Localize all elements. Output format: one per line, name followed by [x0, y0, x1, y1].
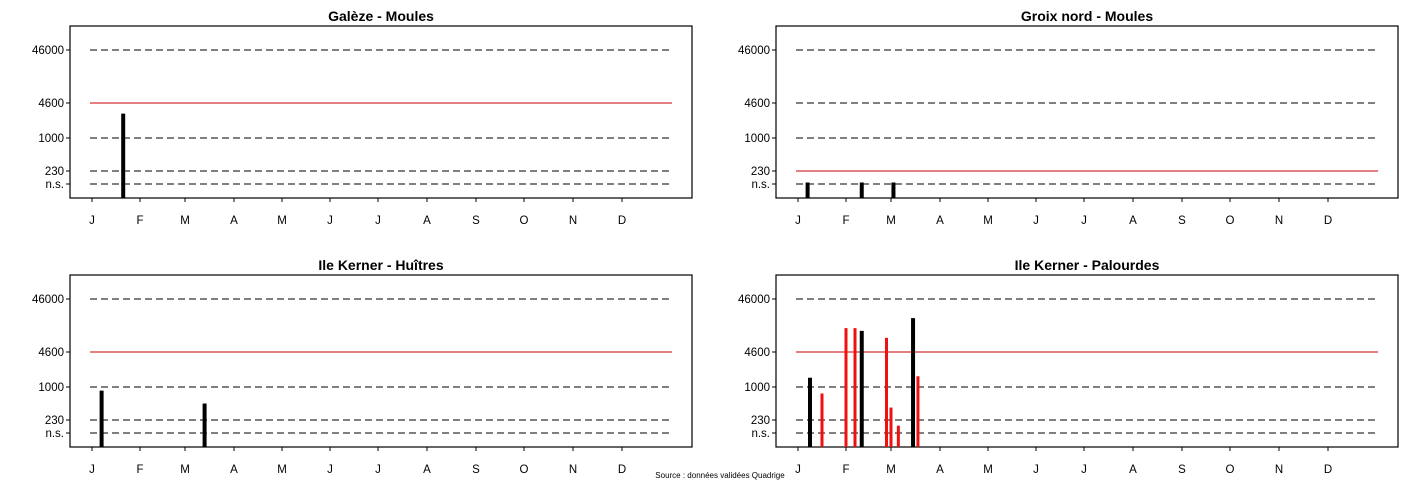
- x-tick-label: J: [1033, 464, 1039, 476]
- x-tick-label: O: [1226, 464, 1235, 476]
- x-tick-label: S: [472, 464, 480, 476]
- x-tick-label: F: [842, 215, 849, 227]
- chart-panel: Groix nord - Moules n.s.230 1000 4600 46000 J…: [738, 8, 1399, 227]
- y-tick-label: 230: [45, 415, 64, 427]
- x-tick-label: A: [1129, 464, 1137, 476]
- x-tick-label: A: [423, 464, 431, 476]
- y-tick-label: n.s.: [751, 428, 770, 440]
- x-tick-label: J: [327, 215, 333, 227]
- x-tick-label: S: [1178, 215, 1186, 227]
- y-tick-label: 4600: [38, 347, 64, 359]
- x-tick-label: F: [842, 464, 849, 476]
- y-tick-label: 230: [45, 166, 64, 178]
- x-tick-label: J: [795, 215, 801, 227]
- x-tick-label: M: [983, 215, 993, 227]
- plot-frame: [69, 25, 693, 199]
- panel-title: Galèze - Moules: [328, 8, 434, 24]
- chart-panel: Ile Kerner - Huîtres n.s.230 1000 4600 46000…: [32, 257, 693, 476]
- chart-panel: Ile Kerner - Palourdes n.s.230 1000 4600 460…: [738, 257, 1399, 476]
- x-tick-label: D: [1324, 215, 1332, 227]
- x-tick-label: J: [1033, 215, 1039, 227]
- y-tick-label: 230: [751, 415, 770, 427]
- x-tick-label: J: [89, 215, 95, 227]
- y-tick-label: n.s.: [45, 428, 64, 440]
- x-tick-label: D: [1324, 464, 1332, 476]
- x-tick-label: O: [520, 464, 529, 476]
- x-tick-label: F: [136, 215, 143, 227]
- x-tick-label: J: [1081, 464, 1087, 476]
- y-tick-label: 1000: [744, 382, 770, 394]
- x-tick-label: S: [472, 215, 480, 227]
- x-tick-label: J: [795, 464, 801, 476]
- x-tick-label: J: [1081, 215, 1087, 227]
- x-tick-label: N: [1275, 464, 1283, 476]
- x-tick-label: M: [180, 464, 190, 476]
- panel-title: Ile Kerner - Palourdes: [1015, 257, 1160, 273]
- x-tick-label: D: [618, 464, 626, 476]
- x-tick-label: N: [569, 215, 577, 227]
- x-tick-label: M: [180, 215, 190, 227]
- plot-frame: [775, 25, 1399, 199]
- x-tick-label: A: [936, 215, 944, 227]
- x-tick-label: M: [277, 215, 287, 227]
- x-tick-label: O: [1226, 215, 1235, 227]
- x-tick-label: A: [230, 215, 238, 227]
- x-tick-label: J: [375, 215, 381, 227]
- x-tick-label: N: [569, 464, 577, 476]
- y-tick-label: 46000: [32, 294, 64, 306]
- y-tick-label: 1000: [38, 133, 64, 145]
- x-tick-label: A: [1129, 215, 1137, 227]
- x-tick-label: F: [136, 464, 143, 476]
- x-tick-label: J: [375, 464, 381, 476]
- y-tick-label: 1000: [38, 382, 64, 394]
- panel-title: Ile Kerner - Huîtres: [318, 257, 443, 273]
- y-tick-label: 4600: [744, 98, 770, 110]
- y-tick-label: 230: [751, 166, 770, 178]
- x-tick-label: O: [520, 215, 529, 227]
- y-tick-label: 46000: [32, 45, 64, 57]
- source-caption: Source : données validées Quadrige: [655, 471, 785, 480]
- chart-panel: Galèze - Moules n.s.230 1000 4600 46000 J F M A M…: [32, 8, 693, 227]
- x-tick-label: S: [1178, 464, 1186, 476]
- plot-frame: [775, 274, 1399, 448]
- panel-title: Groix nord - Moules: [1021, 8, 1153, 24]
- x-tick-label: J: [327, 464, 333, 476]
- x-tick-label: M: [277, 464, 287, 476]
- y-tick-label: n.s.: [45, 179, 64, 191]
- x-tick-label: D: [618, 215, 626, 227]
- y-tick-label: 46000: [738, 294, 770, 306]
- x-tick-label: M: [886, 215, 896, 227]
- y-tick-label: 4600: [744, 347, 770, 359]
- x-tick-label: N: [1275, 215, 1283, 227]
- y-tick-label: n.s.: [751, 179, 770, 191]
- x-tick-label: M: [983, 464, 993, 476]
- x-tick-label: J: [89, 464, 95, 476]
- x-tick-label: A: [423, 215, 431, 227]
- y-tick-label: 4600: [38, 98, 64, 110]
- plot-frame: [69, 274, 693, 448]
- x-tick-label: M: [886, 464, 896, 476]
- y-tick-label: 46000: [738, 45, 770, 57]
- y-tick-label: 1000: [744, 133, 770, 145]
- x-tick-label: A: [936, 464, 944, 476]
- x-tick-label: A: [230, 464, 238, 476]
